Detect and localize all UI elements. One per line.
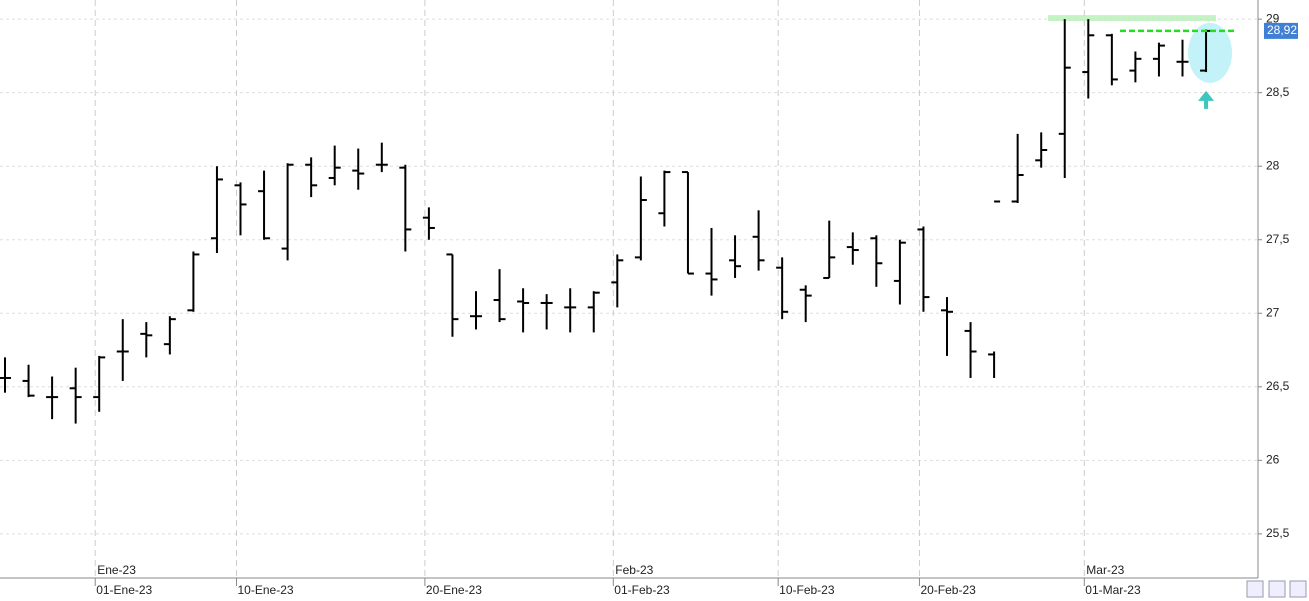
- highlight-ellipse: [1188, 22, 1233, 83]
- y-tick-label: 26: [1266, 453, 1280, 467]
- y-tick-label: 28,5: [1266, 85, 1290, 99]
- y-tick-label: 27: [1266, 305, 1280, 319]
- x-tick-label: 01-Feb-23: [614, 583, 670, 597]
- resistance-band: [1048, 15, 1216, 22]
- y-tick-label: 25,5: [1266, 526, 1290, 540]
- last-price-box: [1264, 22, 1298, 39]
- x-tick-label: 10-Ene-23: [238, 583, 294, 597]
- y-tick-label: 28: [1266, 158, 1280, 172]
- x-tick-label: 20-Ene-23: [426, 583, 482, 597]
- up-arrow: [1198, 90, 1215, 109]
- x-tick-label: 01-Mar-23: [1085, 583, 1141, 597]
- pin-button[interactable]: [1289, 580, 1307, 598]
- last-price-label: 28,92: [1267, 23, 1297, 37]
- y-tick-label: 27,5: [1266, 232, 1290, 246]
- month-label: Feb-23: [615, 563, 653, 577]
- month-label: Ene-23: [97, 563, 136, 577]
- save-button[interactable]: [1268, 580, 1286, 598]
- x-tick-label: 20-Feb-23: [920, 583, 976, 597]
- y-tick-label: 26,5: [1266, 379, 1290, 393]
- y-tick-label: 29: [1266, 11, 1280, 25]
- x-tick-label: 10-Feb-23: [779, 583, 835, 597]
- plot: 25,5 26 26,5 27 27,5 28 28,5 29 01-Ene-23 Ene-23 1…: [0, 0, 1290, 597]
- month-label: Mar-23: [1086, 563, 1124, 577]
- x-tick-label: 01-Ene-23: [96, 583, 152, 597]
- icon-button[interactable]: [1246, 580, 1264, 598]
